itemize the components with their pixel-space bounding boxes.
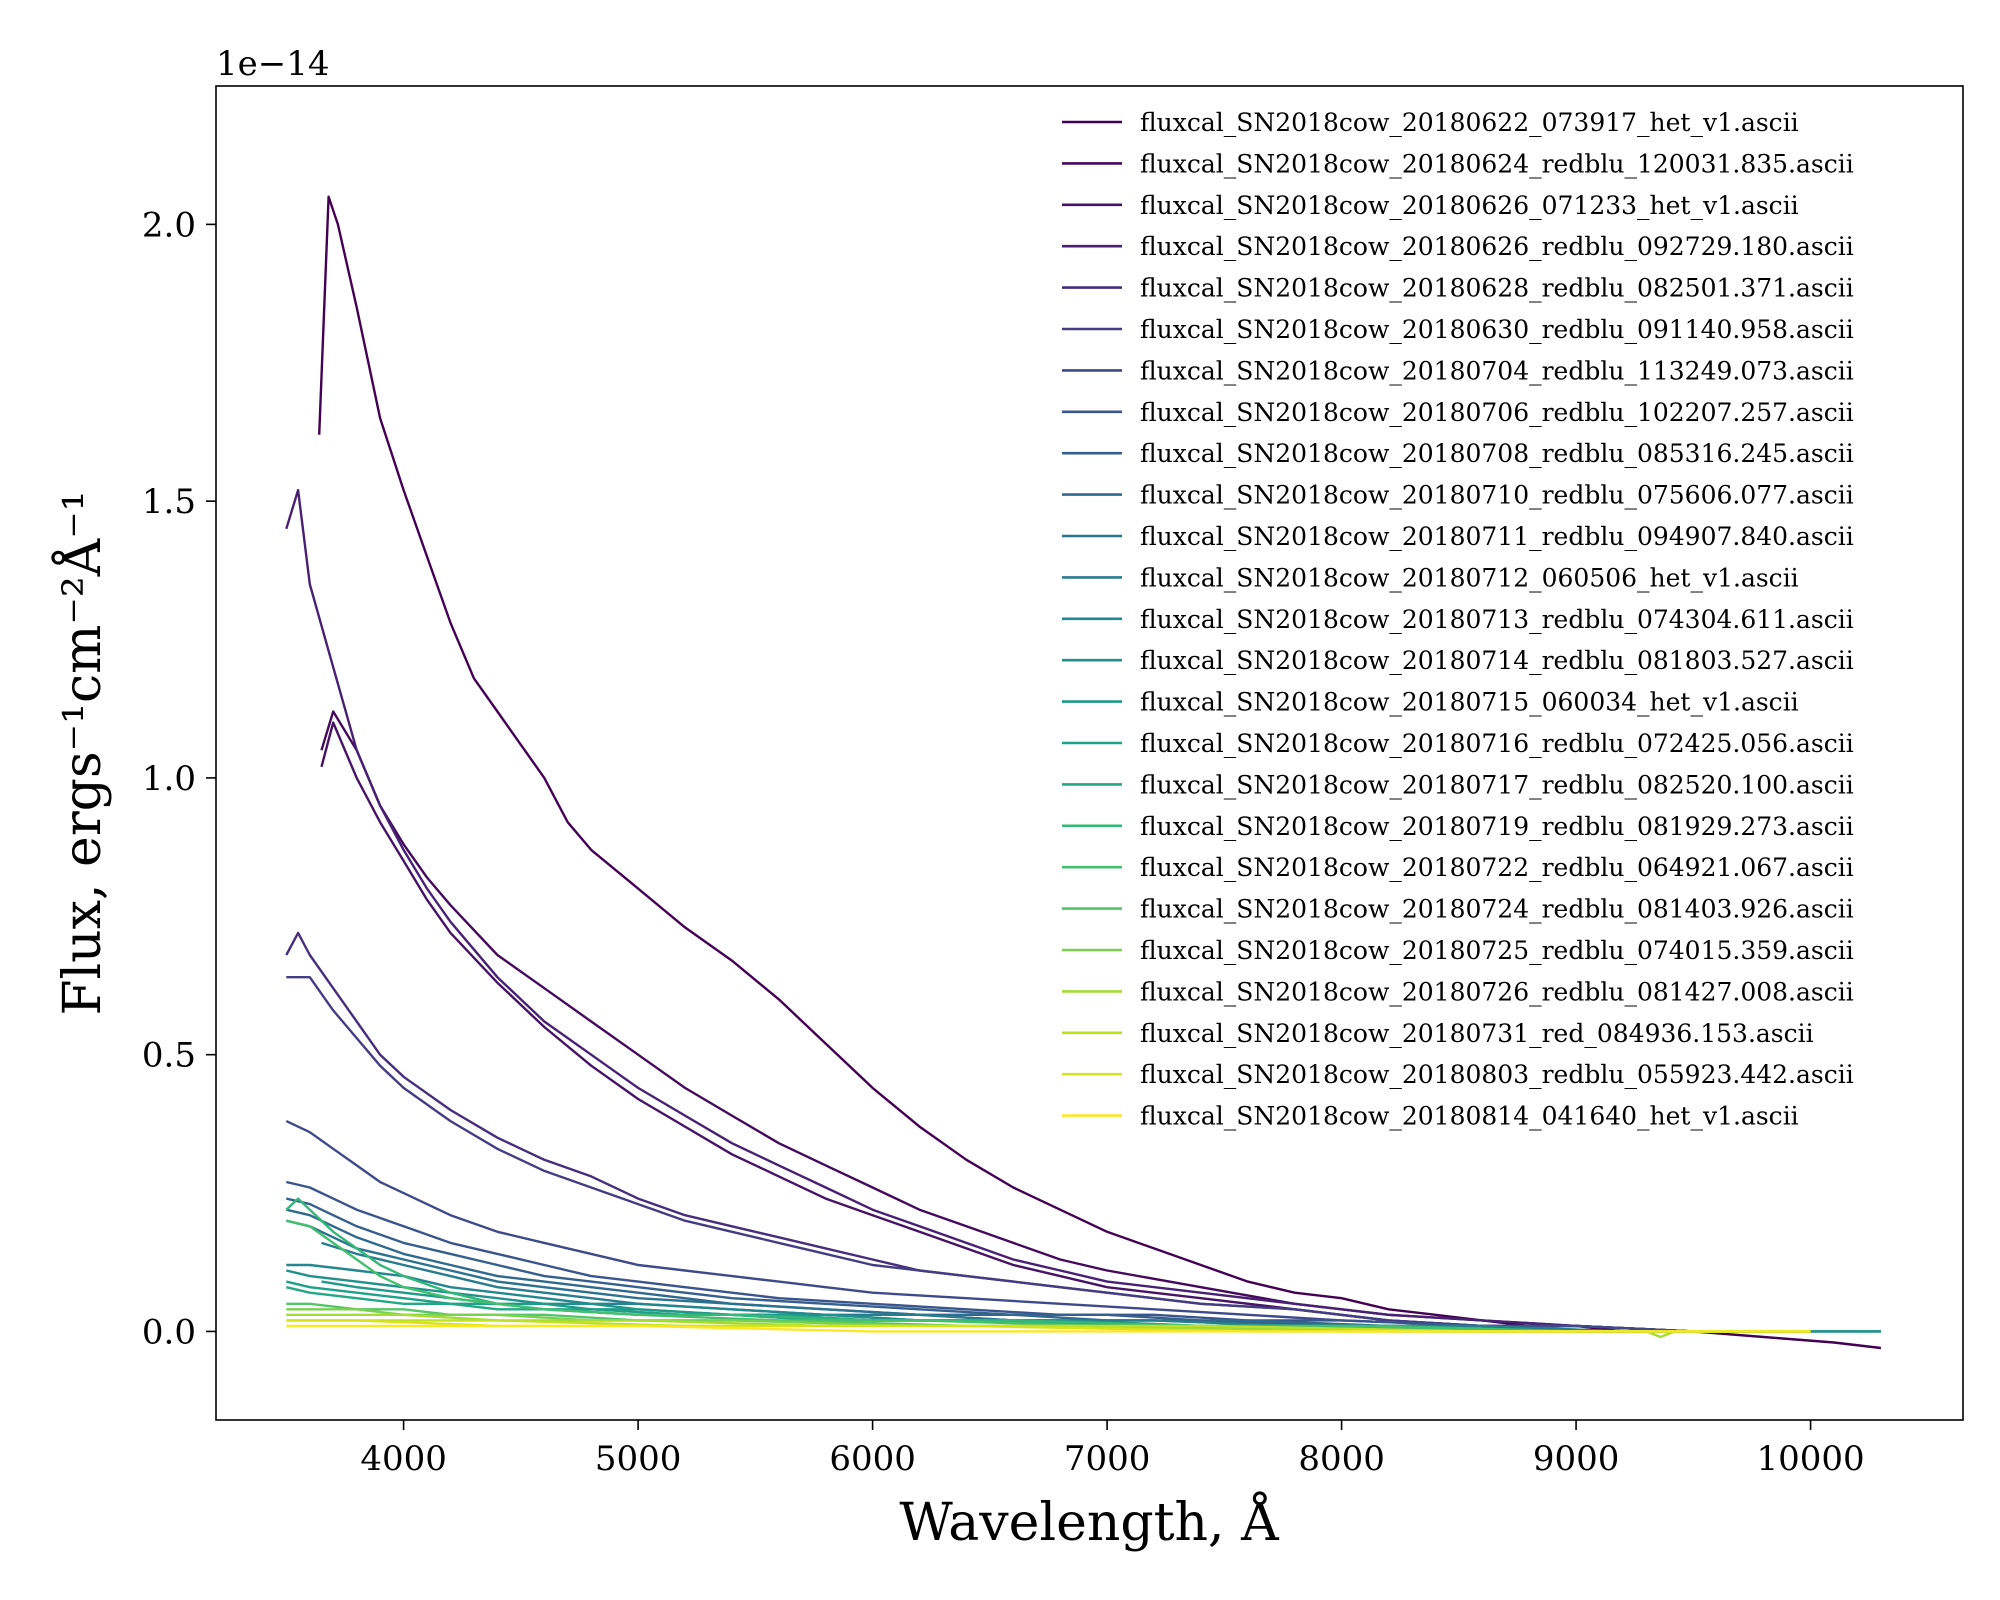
legend-label: fluxcal_SN2018cow_20180630_redblu_091140… <box>1140 315 1854 344</box>
y-axis-label: Flux, ergs⁻¹cm⁻²Å⁻¹ <box>51 490 113 1015</box>
legend-label: fluxcal_SN2018cow_20180715_060034_het_v1… <box>1140 688 1799 717</box>
legend-label: fluxcal_SN2018cow_20180722_redblu_064921… <box>1140 853 1854 882</box>
x-tick-label: 10000 <box>1756 1439 1864 1479</box>
x-tick-label: 4000 <box>360 1439 447 1479</box>
legend-label: fluxcal_SN2018cow_20180622_073917_het_v1… <box>1140 108 1799 137</box>
y-axis-ticks: 0.0 0.5 1.0 1.5 2.0 <box>142 205 216 1352</box>
legend-label: fluxcal_SN2018cow_20180704_redblu_113249… <box>1140 356 1854 385</box>
y-offset-label: 1e−14 <box>216 44 330 84</box>
x-tick-label: 7000 <box>1064 1439 1151 1479</box>
legend-label: fluxcal_SN2018cow_20180626_redblu_092729… <box>1140 232 1854 261</box>
legend-label: fluxcal_SN2018cow_20180626_071233_het_v1… <box>1140 191 1799 220</box>
series-line-10 <box>286 1208 1811 1333</box>
legend-label: fluxcal_SN2018cow_20180706_redblu_102207… <box>1140 398 1854 427</box>
series-layer <box>285 195 1882 1350</box>
series-line-8 <box>286 1180 1811 1333</box>
legend-label: fluxcal_SN2018cow_20180708_redblu_085316… <box>1140 439 1854 468</box>
legend-label: fluxcal_SN2018cow_20180719_redblu_081929… <box>1140 812 1854 841</box>
legend-label: fluxcal_SN2018cow_20180628_redblu_082501… <box>1140 274 1854 303</box>
series-line-1 <box>318 195 1882 1350</box>
legend-label: fluxcal_SN2018cow_20180711_redblu_094907… <box>1140 522 1854 551</box>
legend-label: fluxcal_SN2018cow_20180725_redblu_074015… <box>1140 936 1854 965</box>
legend-label: fluxcal_SN2018cow_20180716_redblu_072425… <box>1140 729 1854 758</box>
series-line-4 <box>285 488 1811 1333</box>
legend-label: fluxcal_SN2018cow_20180710_redblu_075606… <box>1140 481 1854 510</box>
series-line-25 <box>286 1324 1811 1333</box>
y-tick-label: 1.5 <box>142 482 196 522</box>
x-tick-label: 6000 <box>829 1439 916 1479</box>
legend-label: fluxcal_SN2018cow_20180731_red_084936.15… <box>1140 1019 1814 1048</box>
legend-label: fluxcal_SN2018cow_20180717_redblu_082520… <box>1140 770 1854 799</box>
x-axis-label: Wavelength, Å <box>899 1491 1280 1553</box>
legend-label: fluxcal_SN2018cow_20180713_redblu_074304… <box>1140 605 1854 634</box>
x-axis-ticks: 4000 5000 6000 7000 8000 9000 10000 <box>360 1420 1865 1479</box>
x-tick-label: 8000 <box>1298 1439 1385 1479</box>
series-line-6 <box>286 976 1811 1333</box>
legend-label: fluxcal_SN2018cow_20180803_redblu_055923… <box>1140 1060 1854 1089</box>
legend-label: fluxcal_SN2018cow_20180726_redblu_081427… <box>1140 977 1854 1006</box>
legend-label: fluxcal_SN2018cow_20180814_041640_het_v1… <box>1140 1102 1799 1131</box>
x-tick-label: 5000 <box>595 1439 682 1479</box>
legend-label: fluxcal_SN2018cow_20180712_060506_het_v1… <box>1140 563 1799 592</box>
legend-label: fluxcal_SN2018cow_20180724_redblu_081403… <box>1140 895 1854 924</box>
y-tick-label: 2.0 <box>142 205 196 245</box>
legend-label: fluxcal_SN2018cow_20180714_redblu_081803… <box>1140 646 1854 675</box>
y-tick-label: 0.5 <box>142 1036 196 1076</box>
y-tick-label: 0.0 <box>142 1312 196 1352</box>
legend: fluxcal_SN2018cow_20180622_073917_het_v1… <box>1062 108 1854 1131</box>
plot-frame <box>215 85 1964 1421</box>
y-tick-label: 1.0 <box>142 759 196 799</box>
x-tick-label: 9000 <box>1533 1439 1620 1479</box>
legend-label: fluxcal_SN2018cow_20180624_redblu_120031… <box>1140 149 1854 178</box>
